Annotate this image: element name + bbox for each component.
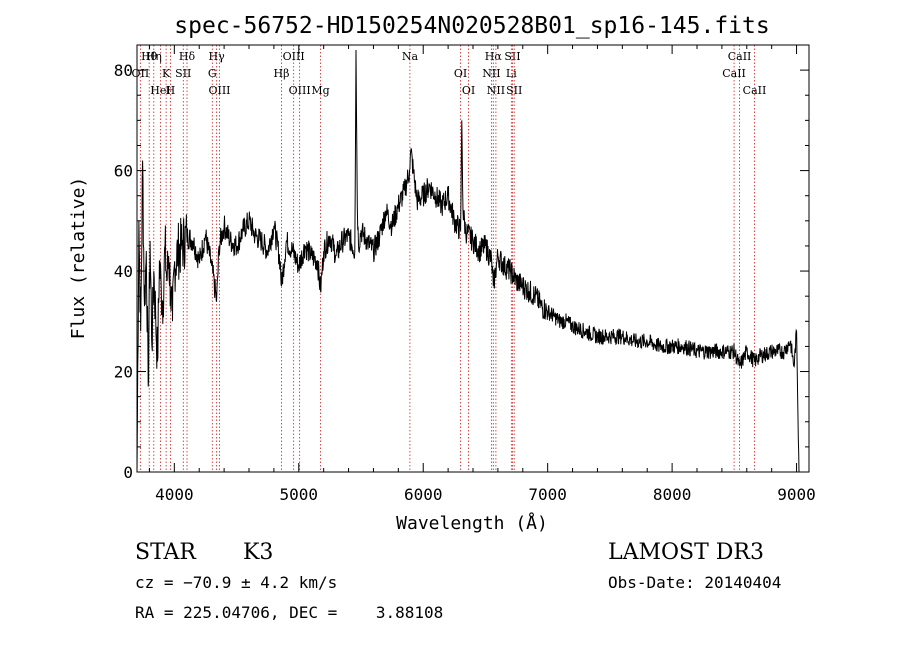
axes: 4000 5000 6000 7000 8000 9000 0 20 40 60 80 [114,44,816,504]
subclass-label: K3 [243,540,274,565]
y-tick-label: 40 [114,262,133,281]
line-label: OIII [208,84,230,97]
chart-title: spec-56752-HD150254N020528B01_sp16-145.f… [174,13,769,39]
coordinates: RA = 225.04706, DEC = 3.88108 [135,603,444,622]
y-axis-label: Flux (relative) [68,177,89,340]
x-tick-label: 6000 [404,485,443,504]
line-label: SII [504,50,520,63]
y-tick-label: 60 [114,162,133,181]
spectrum-series [136,49,800,473]
line-label: SII [506,84,522,97]
line-label: Hη [146,50,162,63]
line-label: SII [175,67,191,80]
line-label: Li [506,67,517,80]
x-tick-label: 8000 [653,485,692,504]
line-label: NII [482,67,500,80]
x-tick-label: 7000 [528,485,567,504]
line-label: OI [454,67,467,80]
line-label: G [208,67,217,80]
cz-value: cz = −70.9 ± 4.2 km/s [135,573,338,592]
x-tick-label: 5000 [280,485,319,504]
y-tick-label: 0 [123,463,133,482]
line-label: CaII [743,84,767,97]
spectral-line-markers: HθOIIHeIHηKHHδSIIOIIIHγGOIIIOIIIHβMgNaOI… [132,45,767,472]
plot-frame [136,44,810,473]
survey-label: LAMOST DR3 [608,540,764,565]
line-label: CaII [722,67,746,80]
class-label: STAR [135,540,196,565]
line-label: H [166,84,176,97]
x-axis-label: Wavelength (Å) [396,512,548,534]
line-label: Hβ [274,67,290,80]
line-label: Hα [485,50,503,63]
line-label: OIII [283,50,305,63]
x-tick-label: 9000 [777,485,816,504]
line-label: OI [462,84,475,97]
line-label: Hγ [209,50,226,63]
line-label: OIII [289,84,311,97]
x-tick-label: 4000 [155,485,194,504]
line-label: Hδ [179,50,196,63]
line-label: Na [402,50,419,63]
y-tick-label: 20 [114,363,133,382]
spectrum-line [136,49,800,473]
line-label: HeI [150,84,170,97]
y-tick-label: 80 [114,61,133,80]
line-label: CaII [728,50,752,63]
line-label: K [162,67,171,80]
line-label: NII [487,84,505,97]
line-label: OII [132,67,150,80]
obs-date: Obs-Date: 20140404 [608,573,782,592]
line-label: Mg [311,84,329,97]
